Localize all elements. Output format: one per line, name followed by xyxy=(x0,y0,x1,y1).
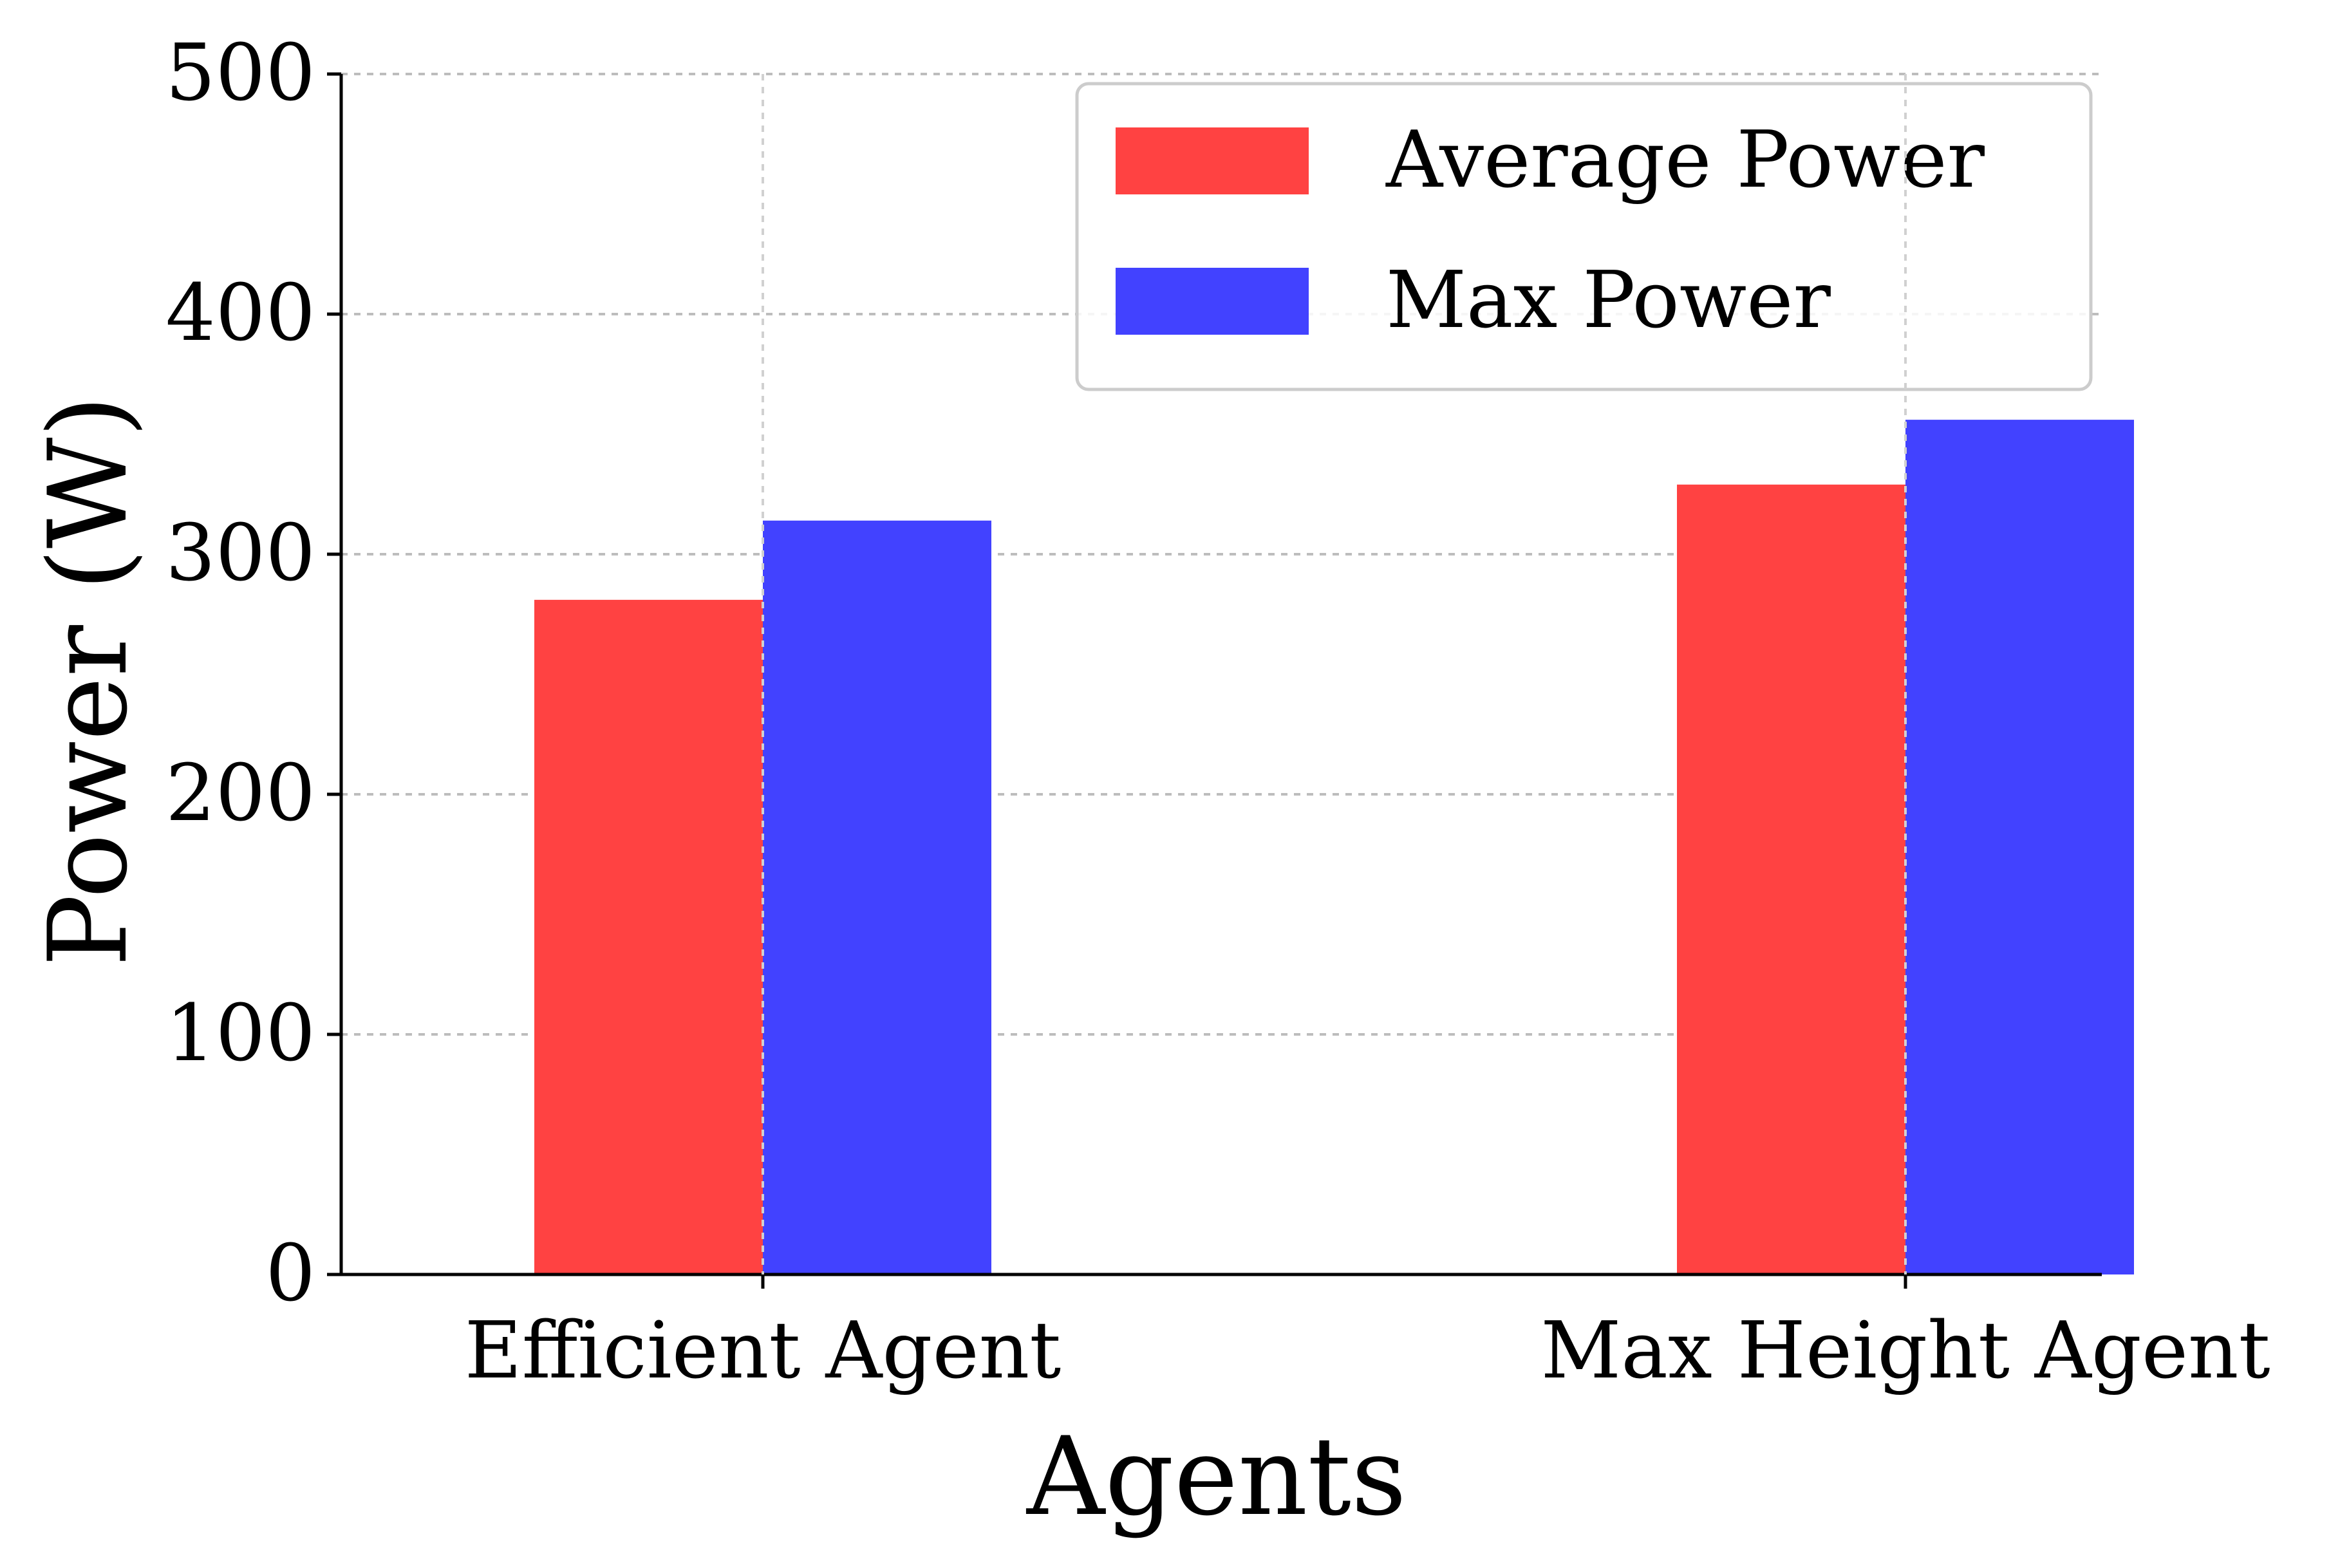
y-tick-label-1: 100 xyxy=(165,987,315,1079)
bar-max-power-efficient-agent xyxy=(763,520,991,1274)
x-tick-label-0: Efficient Agent xyxy=(465,1305,1062,1396)
bar-average-power-max-height-agent xyxy=(1677,484,1905,1274)
y-tick-label-4: 400 xyxy=(165,267,315,359)
axes-layer xyxy=(339,74,2102,1276)
legend: Average Power Max Power xyxy=(1075,82,2093,391)
legend-label-1: Max Power xyxy=(1386,254,1831,346)
bar-max-power-max-height-agent xyxy=(1905,420,2134,1274)
legend-swatch-1 xyxy=(1116,268,1309,335)
legend-label-0: Average Power xyxy=(1385,114,1985,205)
y-axis-title: Power (W) xyxy=(25,395,151,967)
legend-frame xyxy=(1075,82,2093,391)
y-tick-label-5: 500 xyxy=(165,27,315,118)
ticks-layer: 0 100 200 300 400 500 Efficient Agent Max Heigh… xyxy=(165,27,2270,1396)
x-tick-label-1: Max Height Agent xyxy=(1540,1305,2270,1396)
bar-average-power-efficient-agent xyxy=(534,599,763,1274)
bars-layer xyxy=(534,420,2134,1274)
y-tick-label-0: 0 xyxy=(265,1227,315,1319)
y-tick-label-2: 200 xyxy=(165,747,315,839)
x-axis-title: Agents xyxy=(1026,1414,1407,1540)
y-tick-label-3: 300 xyxy=(165,507,315,599)
legend-swatch-0 xyxy=(1116,127,1309,194)
